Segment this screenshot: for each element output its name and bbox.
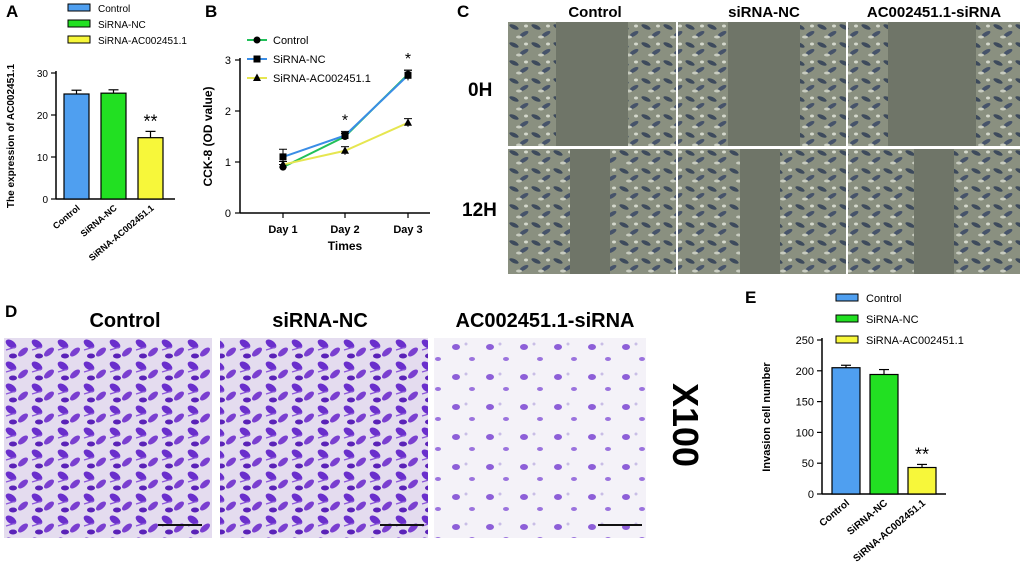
panel-letter-e: E bbox=[745, 288, 757, 307]
legend-label: SiRNA-AC002451.1 bbox=[866, 335, 964, 347]
x-tick-label: Day 1 bbox=[268, 224, 297, 236]
legend-marker bbox=[253, 73, 261, 81]
y-tick-label: 0 bbox=[225, 208, 231, 220]
y-tick-label: 2 bbox=[225, 106, 231, 118]
legend-label: Control bbox=[273, 35, 308, 47]
y-tick-label: 200 bbox=[796, 366, 814, 378]
y-tick-label: 150 bbox=[796, 397, 814, 409]
panel-c-header-control: Control bbox=[568, 4, 622, 21]
y-tick-label: 20 bbox=[37, 111, 49, 122]
panel-c-row-0h: 0H bbox=[468, 80, 493, 101]
x-tick-label: Day 3 bbox=[393, 224, 422, 236]
legend-swatch bbox=[835, 335, 859, 344]
scale-bar bbox=[158, 524, 202, 526]
bar bbox=[100, 92, 127, 200]
y-tick-label: 30 bbox=[37, 69, 49, 80]
bar bbox=[907, 466, 937, 495]
y-tick-label: 10 bbox=[37, 153, 49, 164]
legend-swatch bbox=[835, 293, 859, 302]
significance-mark: * bbox=[405, 51, 411, 68]
y-axis-label: CCK-8 (OD value) bbox=[201, 86, 215, 186]
wound-healing-micrographs bbox=[508, 22, 1020, 274]
data-point bbox=[279, 153, 287, 161]
y-tick-label: 250 bbox=[796, 335, 814, 347]
legend-swatch bbox=[67, 3, 91, 12]
panel-letter-b: B bbox=[205, 2, 218, 21]
data-point bbox=[341, 131, 349, 139]
x-tick-label: Day 2 bbox=[330, 224, 359, 236]
y-tick-label: 3 bbox=[225, 55, 231, 67]
data-point bbox=[279, 160, 287, 168]
chart-a: 0 10 20 30 The expression of AC002451.1 Contr… bbox=[6, 3, 187, 263]
chart-b: 0 1 2 3 Day 1 Day 2 Day 3 Times CCK-8 (OD value)… bbox=[201, 35, 430, 253]
panel-d-header-sirna-nc: siRNA-NC bbox=[272, 310, 368, 332]
bar bbox=[869, 373, 899, 495]
y-tick-label: 50 bbox=[802, 458, 814, 470]
significance-mark: ** bbox=[143, 111, 157, 131]
bar bbox=[831, 367, 861, 495]
x-tick-label: SiRNA-AC002451.1 bbox=[851, 498, 928, 565]
legend-label: Control bbox=[866, 293, 901, 305]
y-tick-label: 0 bbox=[42, 195, 48, 206]
legend-label: SiRNA-NC bbox=[98, 20, 146, 31]
panel-d-header-control: Control bbox=[89, 310, 161, 332]
legend-label: SiRNA-AC002451.1 bbox=[273, 73, 371, 85]
scale-bar bbox=[380, 524, 424, 526]
significance-mark: * bbox=[342, 112, 348, 129]
legend-label: SiRNA-NC bbox=[273, 54, 326, 66]
legend-swatch bbox=[835, 314, 859, 323]
data-point bbox=[404, 118, 412, 126]
legend-marker bbox=[253, 36, 261, 44]
legend-marker bbox=[253, 55, 261, 63]
panel-c-header-ac-sirna: AC002451.1-siRNA bbox=[866, 4, 1002, 21]
y-axis-label: The expression of AC002451.1 bbox=[6, 63, 17, 208]
x-axis-label: Times bbox=[328, 239, 363, 253]
panel-d-header-ac-sirna: AC002451.1-siRNA bbox=[455, 310, 635, 332]
x-tick-label: SiRNA-NC bbox=[845, 498, 890, 538]
panel-letter-a: A bbox=[6, 2, 19, 21]
magnification-label: X100 bbox=[665, 382, 706, 468]
y-tick-label: 100 bbox=[796, 427, 814, 439]
significance-mark: ** bbox=[915, 444, 929, 464]
panel-c-row-12h: 12H bbox=[462, 200, 497, 221]
invasion-micrographs bbox=[4, 338, 646, 538]
y-axis-label: Invasion cell number bbox=[761, 362, 773, 472]
legend-label: SiRNA-NC bbox=[866, 314, 919, 326]
x-tick-label: Control bbox=[818, 498, 852, 529]
legend-label: Control bbox=[98, 4, 130, 15]
legend-label: SiRNA-AC002451.1 bbox=[98, 36, 187, 47]
panel-c-header-sirna-nc: siRNA-NC bbox=[728, 4, 800, 21]
scale-bar bbox=[598, 524, 642, 526]
legend-swatch bbox=[67, 35, 91, 44]
y-tick-label: 0 bbox=[808, 489, 814, 501]
panel-letter-d: D bbox=[5, 302, 18, 321]
panel-letter-c: C bbox=[457, 2, 470, 21]
data-point bbox=[404, 71, 412, 79]
data-point bbox=[341, 146, 349, 154]
y-tick-label: 1 bbox=[225, 157, 231, 169]
bar bbox=[137, 137, 164, 200]
legend-swatch bbox=[67, 19, 91, 28]
